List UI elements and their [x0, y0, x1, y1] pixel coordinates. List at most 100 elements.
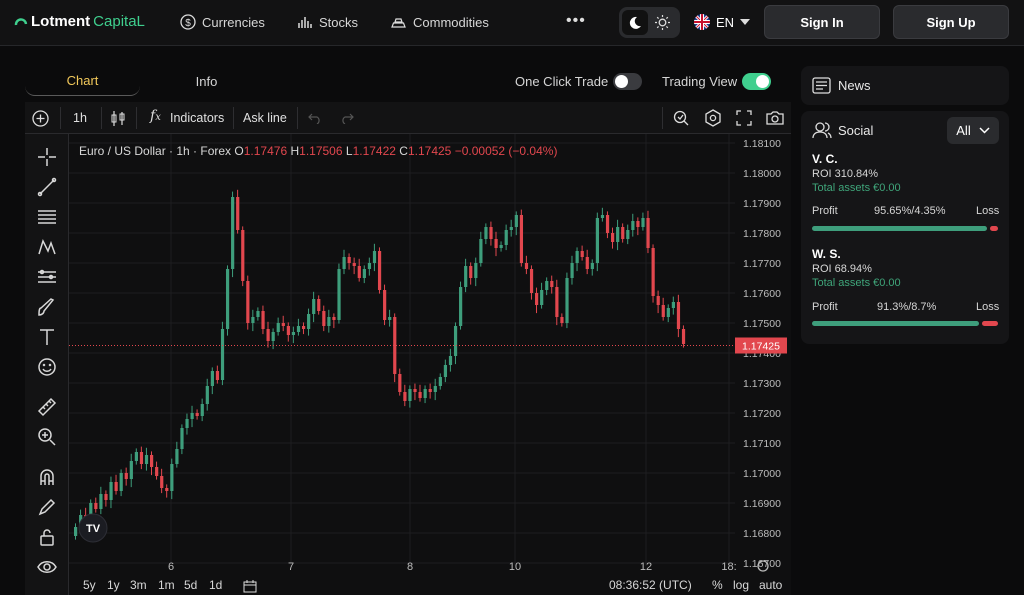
time-tick-label: 7	[288, 561, 294, 573]
candle-body	[509, 227, 513, 230]
camera-icon[interactable]	[766, 110, 784, 126]
candle-body	[504, 230, 508, 245]
candle-body	[433, 386, 437, 392]
add-symbol-icon[interactable]	[32, 110, 49, 127]
legend-close-label: C	[399, 144, 408, 158]
tab-info[interactable]: Info	[195, 73, 218, 89]
more-menu-button[interactable]: •••	[566, 12, 586, 30]
ruler-tool[interactable]	[36, 396, 58, 418]
unlock-icon	[40, 529, 54, 546]
range-5y[interactable]: 5y	[83, 578, 96, 592]
candle-body	[681, 329, 686, 344]
chevron-down-icon	[979, 127, 990, 134]
loss-label: Loss	[976, 301, 1000, 313]
candle-body	[605, 215, 610, 233]
pattern-tool[interactable]	[36, 236, 58, 258]
brush-tool[interactable]	[36, 296, 58, 318]
candle-body	[367, 263, 372, 269]
trend-line-tool[interactable]	[36, 176, 58, 198]
nav-commodities-label: Commodities	[413, 14, 489, 30]
prediction-tool[interactable]	[36, 266, 58, 288]
magnet-tool[interactable]	[36, 466, 58, 488]
candles-type-icon[interactable]	[111, 110, 125, 127]
ask-line-button[interactable]: Ask line	[243, 111, 287, 125]
crosshair-tool[interactable]	[36, 146, 58, 168]
logo-mark-icon	[14, 17, 28, 25]
language-selector[interactable]: EN	[694, 14, 751, 30]
redo-icon[interactable]	[340, 112, 354, 124]
candle-body	[656, 296, 660, 305]
hide-drawings-tool[interactable]	[36, 556, 58, 578]
lock-drawings-tool[interactable]	[36, 526, 58, 548]
candle-body	[134, 452, 138, 461]
candle-body	[626, 230, 630, 239]
candle-body	[555, 287, 559, 317]
trader-card[interactable]: V. C. ROI 310.84% Total assets €0.00	[812, 152, 901, 194]
calendar-icon[interactable]	[243, 579, 257, 593]
interval-selector[interactable]: 1h	[73, 111, 87, 125]
quick-search-icon[interactable]	[672, 109, 690, 127]
sign-up-button[interactable]: Sign Up	[893, 5, 1009, 39]
candlestick-chart[interactable]: 1.18100 1.18000 1.17900 1.17800 1.17700 1.176…	[69, 134, 791, 578]
candle-body	[646, 218, 650, 248]
percent-scale-button[interactable]: %	[712, 578, 723, 592]
sun-icon[interactable]	[654, 14, 671, 31]
candle-body	[362, 269, 366, 278]
candle-body	[296, 326, 301, 332]
price-tick-label: 1.17300	[743, 378, 781, 390]
candle-body	[180, 428, 184, 449]
social-filter-label: All	[956, 123, 971, 138]
text-tool[interactable]	[36, 326, 58, 348]
nav-commodities[interactable]: Commodities	[390, 14, 489, 30]
social-filter-dropdown[interactable]: All	[947, 117, 999, 144]
candle-body	[575, 251, 579, 263]
logo-accent-text: CapitaL	[93, 13, 145, 30]
nav-currencies[interactable]: $ Currencies	[180, 14, 265, 30]
sign-in-button[interactable]: Sign In	[764, 5, 880, 39]
news-panel[interactable]: News	[801, 66, 1009, 105]
settings-icon[interactable]	[704, 109, 722, 127]
candle-body	[190, 413, 194, 419]
candle-body	[418, 392, 422, 398]
indicators-button[interactable]: Indicators	[170, 111, 225, 125]
tab-chart[interactable]: Chart	[25, 66, 140, 96]
chart-bottom-bar: 5y 1y 3m 1m 5d 1d 08:36:52 (UTC) % log a…	[69, 578, 791, 595]
trader-card[interactable]: W. S. ROI 68.94% Total assets €0.00	[812, 247, 901, 289]
log-scale-button[interactable]: log	[733, 578, 750, 592]
dollar-coin-icon: $	[180, 14, 196, 30]
trading-view-toggle[interactable]	[742, 73, 771, 90]
utc-clock[interactable]: 08:36:52 (UTC)	[609, 578, 692, 592]
fib-tool[interactable]	[36, 206, 58, 228]
one-click-trade-label: One Click Trade	[515, 74, 609, 89]
crosshair-icon	[38, 148, 56, 166]
brand-logo[interactable]: Lotment CapitaL	[14, 13, 145, 30]
candle-body	[438, 377, 442, 386]
range-3m[interactable]: 3m	[130, 578, 147, 592]
range-1d[interactable]: 1d	[209, 578, 223, 592]
nav-stocks[interactable]: Stocks	[297, 14, 358, 30]
candle-body	[671, 302, 676, 308]
one-click-trade-toggle[interactable]	[613, 73, 642, 90]
candle-body	[236, 197, 240, 230]
range-1y[interactable]: 1y	[107, 578, 120, 592]
prediction-icon	[38, 269, 56, 283]
stay-in-drawing-tool[interactable]	[36, 496, 58, 518]
range-5d[interactable]: 5d	[184, 578, 198, 592]
profit-label: Profit	[812, 205, 838, 217]
range-1m[interactable]: 1m	[158, 578, 175, 592]
profit-bar	[812, 226, 987, 231]
price-tick-label: 1.18000	[743, 168, 781, 180]
dark-mode-button[interactable]	[622, 10, 648, 35]
candle-body	[616, 227, 620, 242]
axis-settings-icon[interactable]	[757, 560, 769, 572]
language-label: EN	[716, 14, 735, 30]
users-icon	[812, 122, 832, 139]
auto-scale-button[interactable]: auto	[759, 578, 783, 592]
zoom-in-tool[interactable]	[36, 426, 58, 448]
emoji-tool[interactable]	[36, 356, 58, 378]
fullscreen-icon[interactable]	[736, 110, 752, 126]
candle-body	[479, 239, 483, 263]
undo-icon[interactable]	[308, 112, 322, 124]
candle-body	[94, 503, 98, 509]
theme-switcher[interactable]	[619, 7, 680, 38]
